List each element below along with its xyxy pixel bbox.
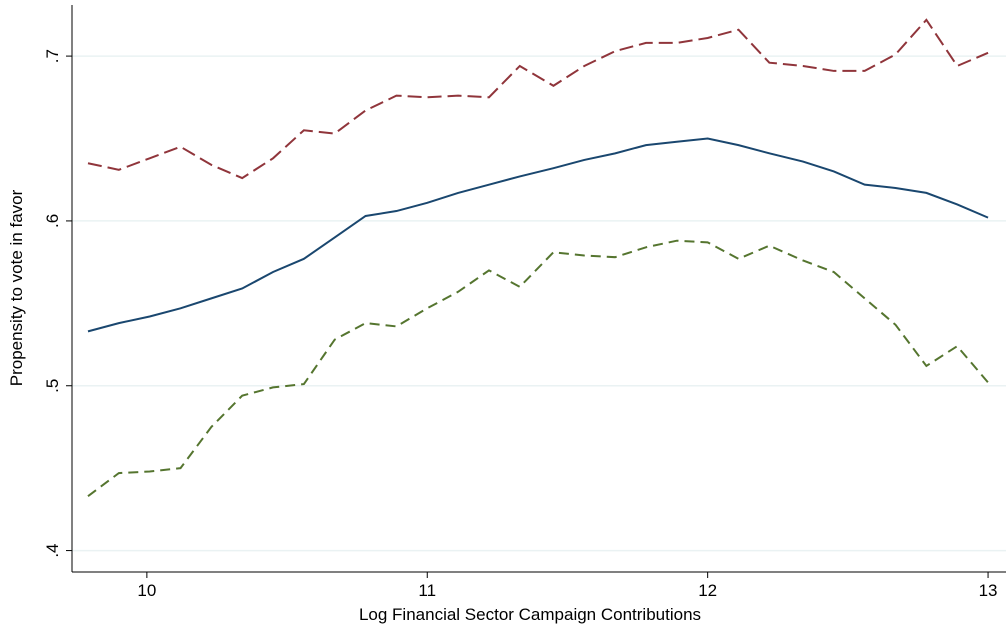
y-tick-label: .6 — [43, 214, 62, 228]
y-axis-title: Propensity to vote in favor — [7, 189, 26, 386]
y-tick-label: .4 — [43, 543, 62, 557]
y-tick-label: .5 — [43, 379, 62, 393]
x-tick-label: 11 — [418, 581, 436, 600]
line-series — [87, 18, 989, 180]
line-series — [87, 239, 989, 497]
line-series — [87, 137, 989, 333]
x-axis-title: Log Financial Sector Campaign Contributi… — [359, 605, 701, 624]
x-tick-label: 12 — [698, 581, 717, 600]
x-tick-label: 13 — [979, 581, 998, 600]
x-tick-label: 10 — [137, 581, 156, 600]
y-tick-label: .7 — [43, 49, 62, 63]
